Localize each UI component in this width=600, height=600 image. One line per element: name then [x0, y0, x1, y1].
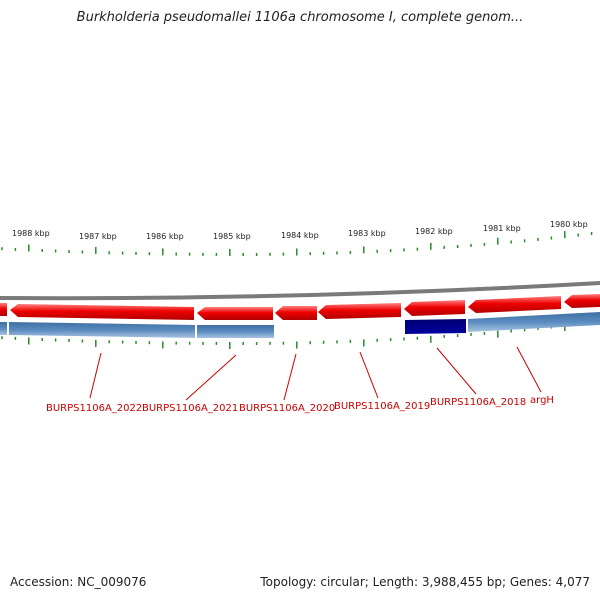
ruler-label: 1987 kbp: [79, 232, 117, 241]
ruler-labels: 1988 kbp 1987 kbp 1986 kbp 1985 kbp 1984…: [12, 220, 588, 241]
gene-label[interactable]: BURPS1106A_2019: [334, 401, 430, 412]
cds-arrow[interactable]: [275, 306, 317, 320]
gene-track-ticks: [1, 321, 593, 349]
ruler-label: 1981 kbp: [483, 224, 521, 233]
cds-arrow[interactable]: [564, 294, 600, 308]
cds-arrow[interactable]: [318, 303, 401, 319]
label-leaders: [89, 346, 542, 401]
topology-text: Topology: circular; Length: 3,988,455 bp…: [260, 575, 590, 589]
backbone-arc: [0, 281, 600, 301]
cds-arrow[interactable]: [404, 300, 465, 316]
cds-arrow[interactable]: [0, 303, 7, 316]
ruler-label: 1984 kbp: [281, 231, 319, 240]
gene-block[interactable]: [468, 312, 600, 332]
gene-block[interactable]: [9, 322, 195, 338]
gene-label[interactable]: argH: [530, 395, 554, 406]
gene-labels: BURPS1106A_2022 BURPS1106A_2021 BURPS110…: [46, 395, 554, 414]
gene-block-highlighted[interactable]: [405, 319, 466, 334]
accession-text: Accession: NC_009076: [10, 575, 147, 589]
ruler-label: 1982 kbp: [415, 227, 453, 236]
cds-arrow[interactable]: [10, 304, 194, 320]
ruler-label: 1980 kbp: [550, 220, 588, 229]
gene-block[interactable]: [197, 325, 274, 338]
ruler-label: 1988 kbp: [12, 229, 50, 238]
gene-label[interactable]: BURPS1106A_2022: [46, 403, 142, 414]
gene-label[interactable]: BURPS1106A_2021: [142, 403, 238, 414]
gene-block[interactable]: [0, 322, 7, 335]
gene-track: [0, 312, 600, 338]
cds-arrow[interactable]: [197, 307, 273, 320]
ruler-label: 1983 kbp: [348, 229, 386, 238]
ruler-label: 1985 kbp: [213, 232, 251, 241]
map-title: Burkholderia pseudomallei 1106a chromoso…: [76, 10, 524, 25]
ruler-label: 1986 kbp: [146, 232, 184, 241]
gene-label[interactable]: BURPS1106A_2018: [430, 397, 526, 408]
cds-arrow[interactable]: [468, 296, 561, 313]
gene-label[interactable]: BURPS1106A_2020: [239, 403, 335, 414]
ruler-ticks: [1, 231, 593, 256]
cds-track: [0, 294, 600, 320]
